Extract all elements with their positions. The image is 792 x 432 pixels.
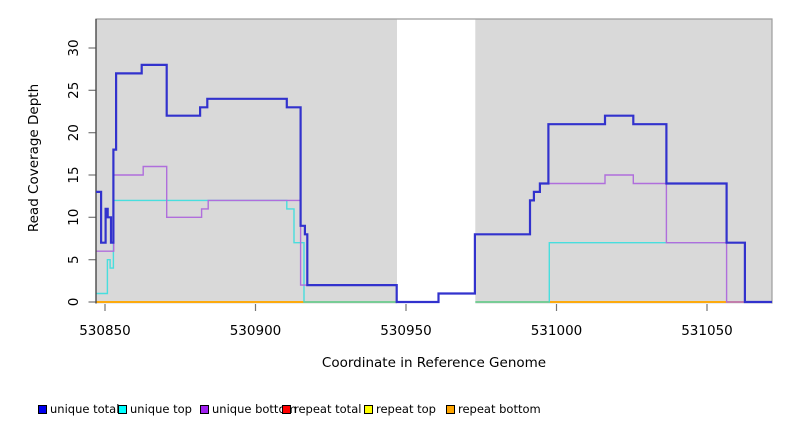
x-axis-title: Coordinate in Reference Genome: [321, 355, 547, 371]
y-tick-label-20: 20: [66, 124, 82, 141]
x-tick-label-530900: 530900: [230, 323, 282, 339]
series-line-unique-total: [96, 63, 772, 304]
x-tick-label-531050: 531050: [681, 323, 733, 339]
y-tick-label-15: 15: [66, 166, 82, 183]
masked-region: [397, 19, 476, 304]
x-tick-label-531000: 531000: [531, 323, 583, 339]
y-tick-label-0: 0: [66, 298, 82, 307]
y-tick-label-30: 30: [66, 39, 82, 56]
x-tick-label-530850: 530850: [79, 323, 131, 339]
x-tick-label-530950: 530950: [380, 323, 432, 339]
y-tick-label-5: 5: [66, 255, 82, 264]
y-tick-label-25: 25: [66, 82, 82, 99]
y-tick-label-10: 10: [66, 209, 82, 226]
series-line-unique-top: [96, 199, 772, 303]
y-axis-title: Read Coverage Depth: [26, 83, 42, 233]
